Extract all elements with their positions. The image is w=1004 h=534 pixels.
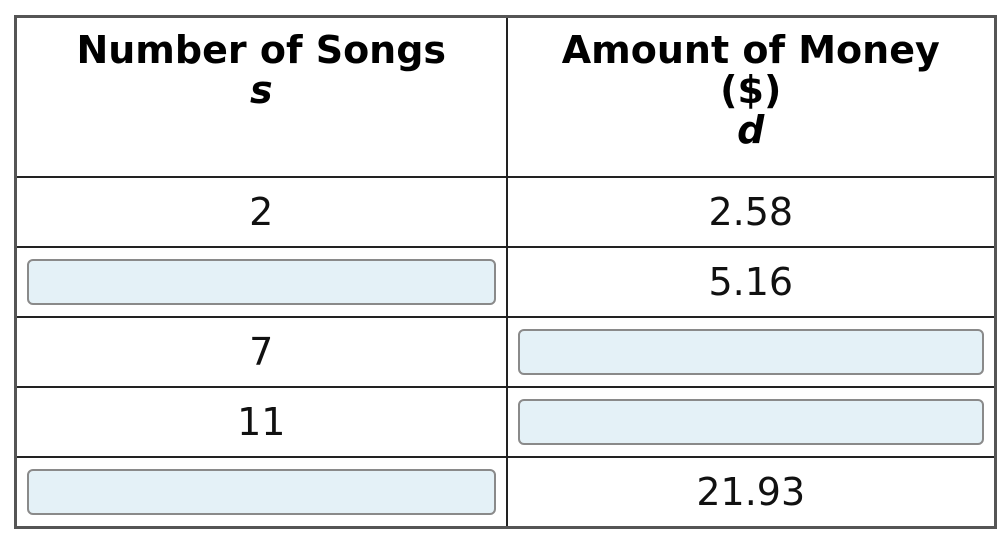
- column-variable: d: [737, 108, 765, 152]
- table-cell: 7: [14, 316, 508, 388]
- header-row: Number of Songs s Amount of Money ($) d: [14, 15, 997, 178]
- cell-value: 5.16: [708, 260, 794, 304]
- table-body: 2 2.58 5.16 7 11 21.93: [14, 176, 997, 529]
- table-row: 21.93: [14, 456, 997, 529]
- column-title: Number of Songs: [76, 28, 447, 72]
- cell-value: 11: [237, 400, 286, 444]
- table-cell: [505, 316, 997, 388]
- answer-input[interactable]: [27, 469, 496, 515]
- column-header: Number of Songs s: [14, 15, 508, 178]
- table-cell: 2.58: [505, 176, 997, 248]
- table-row: 5.16: [14, 246, 997, 318]
- column-header: Amount of Money ($) d: [505, 15, 997, 178]
- table-cell: 11: [14, 386, 508, 458]
- cell-value: 7: [249, 330, 274, 374]
- table-row: 2 2.58: [14, 176, 997, 248]
- table-row: 11: [14, 386, 997, 458]
- answer-input[interactable]: [517, 399, 984, 445]
- cell-value: 2: [249, 190, 274, 234]
- table-cell: [505, 386, 997, 458]
- cell-value: 2.58: [708, 190, 794, 234]
- table-row: 7: [14, 316, 997, 388]
- answer-input[interactable]: [517, 329, 984, 375]
- table-cell: [14, 246, 508, 318]
- cell-value: 21.93: [696, 470, 806, 514]
- data-table: Number of Songs s Amount of Money ($) d 2 2.…: [14, 15, 997, 529]
- table-cell: 21.93: [505, 456, 997, 529]
- answer-input[interactable]: [27, 259, 496, 305]
- column-variable: s: [249, 68, 273, 112]
- column-title: Amount of Money ($): [561, 28, 940, 112]
- table-cell: 2: [14, 176, 508, 248]
- table-cell: [14, 456, 508, 529]
- table-cell: 5.16: [505, 246, 997, 318]
